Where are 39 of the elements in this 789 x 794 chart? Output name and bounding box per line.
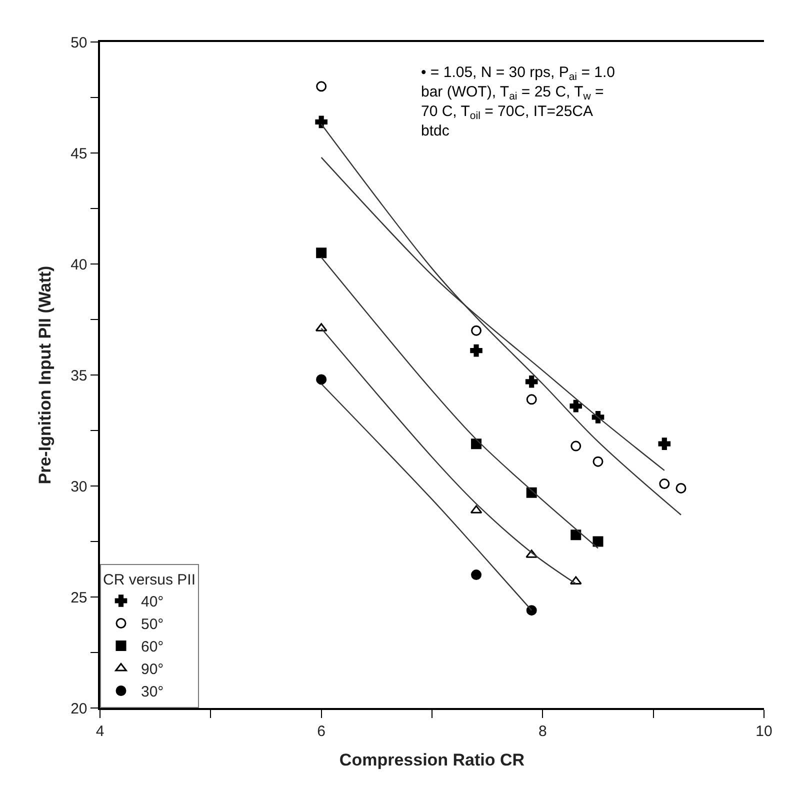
y-tick-label: 50 bbox=[70, 34, 88, 52]
text: • = 1.05, N = 30 rps, P$_{ai}$ = 1.0 bar (WOT), T$_{ai}$ = 25 C, T$_{w}$ = 70 C, T$_{oil}$ = 70C, IT=25CA btdc bbox=[421, 64, 615, 140]
point bbox=[570, 530, 582, 540]
point bbox=[526, 394, 537, 405]
y-tick-label: 45 bbox=[70, 145, 88, 162]
point bbox=[676, 482, 686, 494]
point bbox=[570, 440, 582, 452]
legend-label: 40° bbox=[141, 594, 164, 611]
legend-label: 90° bbox=[141, 661, 164, 678]
x-tick-label: 4 bbox=[96, 722, 104, 740]
point bbox=[592, 456, 604, 467]
point bbox=[471, 570, 482, 580]
legend-title: CR versus PII bbox=[103, 572, 196, 588]
legend-label: 30° bbox=[141, 684, 164, 701]
y-tick-label: 40 bbox=[70, 256, 88, 274]
point bbox=[316, 374, 327, 385]
point bbox=[315, 116, 328, 128]
point bbox=[470, 344, 482, 357]
point bbox=[471, 325, 482, 336]
y-tick-label: 25 bbox=[70, 589, 88, 606]
point bbox=[658, 438, 671, 450]
y-tick-label: 35 bbox=[70, 367, 88, 384]
x-tick-label: 10 bbox=[756, 722, 772, 740]
x-tick-label: 6 bbox=[317, 722, 326, 740]
legend-label: 60° bbox=[141, 638, 164, 656]
y-tick-label: 30 bbox=[70, 478, 88, 496]
point bbox=[659, 478, 670, 490]
point bbox=[471, 438, 482, 450]
point bbox=[526, 605, 537, 616]
point bbox=[592, 536, 604, 547]
legend-label: 50° bbox=[141, 616, 164, 634]
x-axis-title: Compression Ratio CR bbox=[339, 750, 525, 770]
point bbox=[525, 376, 538, 388]
point bbox=[316, 81, 327, 92]
y-axis-title: Pre-Ignition Input PII (Watt) bbox=[36, 266, 55, 484]
point bbox=[316, 248, 327, 258]
x-tick-label: 8 bbox=[538, 722, 547, 740]
point bbox=[570, 400, 582, 412]
y-tick-label: 20 bbox=[70, 700, 88, 718]
